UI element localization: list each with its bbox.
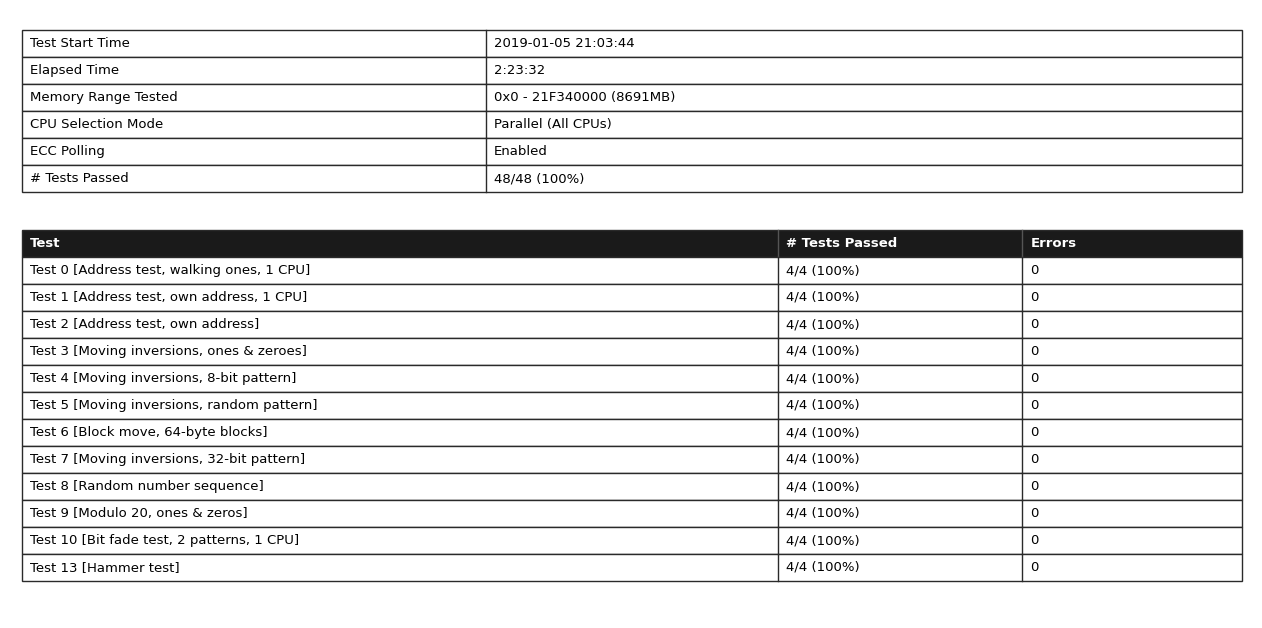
Bar — [21, 84, 1242, 111]
Text: 4/4 (100%): 4/4 (100%) — [786, 372, 859, 385]
Bar — [21, 338, 1242, 365]
Text: 0: 0 — [1030, 534, 1039, 547]
Text: Parallel (All CPUs): Parallel (All CPUs) — [493, 118, 611, 131]
Text: 4/4 (100%): 4/4 (100%) — [786, 480, 859, 493]
Text: 48/48 (100%): 48/48 (100%) — [493, 172, 584, 185]
Text: Test: Test — [30, 237, 61, 250]
Text: 2:23:32: 2:23:32 — [493, 64, 545, 77]
Text: Test 1 [Address test, own address, 1 CPU]: Test 1 [Address test, own address, 1 CPU… — [30, 291, 307, 304]
Bar — [21, 419, 1242, 446]
Text: Test Start Time: Test Start Time — [30, 37, 130, 50]
Text: Enabled: Enabled — [493, 145, 548, 158]
Text: 2019-01-05 21:03:44: 2019-01-05 21:03:44 — [493, 37, 635, 50]
Text: 4/4 (100%): 4/4 (100%) — [786, 507, 859, 520]
Text: Test 9 [Modulo 20, ones & zeros]: Test 9 [Modulo 20, ones & zeros] — [30, 507, 247, 520]
Text: 0: 0 — [1030, 345, 1039, 358]
Text: Test 0 [Address test, walking ones, 1 CPU]: Test 0 [Address test, walking ones, 1 CP… — [30, 264, 310, 277]
Text: 4/4 (100%): 4/4 (100%) — [786, 399, 859, 412]
Text: # Tests Passed: # Tests Passed — [30, 172, 129, 185]
Text: 0: 0 — [1030, 264, 1039, 277]
Bar — [21, 111, 1242, 138]
Bar — [21, 365, 1242, 392]
Text: 0: 0 — [1030, 561, 1039, 574]
Text: 0: 0 — [1030, 453, 1039, 466]
Text: Test 13 [Hammer test]: Test 13 [Hammer test] — [30, 561, 179, 574]
Text: 4/4 (100%): 4/4 (100%) — [786, 264, 859, 277]
Bar — [21, 230, 1242, 257]
Text: Elapsed Time: Elapsed Time — [30, 64, 119, 77]
Text: Errors: Errors — [1030, 237, 1076, 250]
Text: Test 2 [Address test, own address]: Test 2 [Address test, own address] — [30, 318, 259, 331]
Text: 0: 0 — [1030, 291, 1039, 304]
Text: 0x0 - 21F340000 (8691MB): 0x0 - 21F340000 (8691MB) — [493, 91, 675, 104]
Text: 0: 0 — [1030, 372, 1039, 385]
Text: CPU Selection Mode: CPU Selection Mode — [30, 118, 163, 131]
Text: 0: 0 — [1030, 426, 1039, 439]
Bar — [21, 473, 1242, 500]
Text: 0: 0 — [1030, 480, 1039, 493]
Text: Test 5 [Moving inversions, random pattern]: Test 5 [Moving inversions, random patter… — [30, 399, 318, 412]
Bar — [21, 30, 1242, 57]
Bar — [21, 257, 1242, 284]
Bar — [21, 284, 1242, 311]
Text: 4/4 (100%): 4/4 (100%) — [786, 534, 859, 547]
Text: Test 4 [Moving inversions, 8-bit pattern]: Test 4 [Moving inversions, 8-bit pattern… — [30, 372, 297, 385]
Text: Test 6 [Block move, 64-byte blocks]: Test 6 [Block move, 64-byte blocks] — [30, 426, 268, 439]
Text: 4/4 (100%): 4/4 (100%) — [786, 318, 859, 331]
Bar — [21, 527, 1242, 554]
Bar — [21, 311, 1242, 338]
Bar — [21, 57, 1242, 84]
Text: 4/4 (100%): 4/4 (100%) — [786, 453, 859, 466]
Text: 4/4 (100%): 4/4 (100%) — [786, 561, 859, 574]
Bar — [21, 165, 1242, 192]
Text: # Tests Passed: # Tests Passed — [786, 237, 897, 250]
Bar — [21, 554, 1242, 581]
Text: Test 8 [Random number sequence]: Test 8 [Random number sequence] — [30, 480, 264, 493]
Text: ECC Polling: ECC Polling — [30, 145, 105, 158]
Bar — [21, 392, 1242, 419]
Text: Test 7 [Moving inversions, 32-bit pattern]: Test 7 [Moving inversions, 32-bit patter… — [30, 453, 305, 466]
Text: Memory Range Tested: Memory Range Tested — [30, 91, 178, 104]
Bar — [21, 138, 1242, 165]
Text: 0: 0 — [1030, 399, 1039, 412]
Text: Test 10 [Bit fade test, 2 patterns, 1 CPU]: Test 10 [Bit fade test, 2 patterns, 1 CP… — [30, 534, 299, 547]
Text: 4/4 (100%): 4/4 (100%) — [786, 291, 859, 304]
Text: 4/4 (100%): 4/4 (100%) — [786, 426, 859, 439]
Text: 0: 0 — [1030, 318, 1039, 331]
Text: 0: 0 — [1030, 507, 1039, 520]
Bar — [21, 446, 1242, 473]
Text: Test 3 [Moving inversions, ones & zeroes]: Test 3 [Moving inversions, ones & zeroes… — [30, 345, 307, 358]
Text: 4/4 (100%): 4/4 (100%) — [786, 345, 859, 358]
Bar — [21, 500, 1242, 527]
